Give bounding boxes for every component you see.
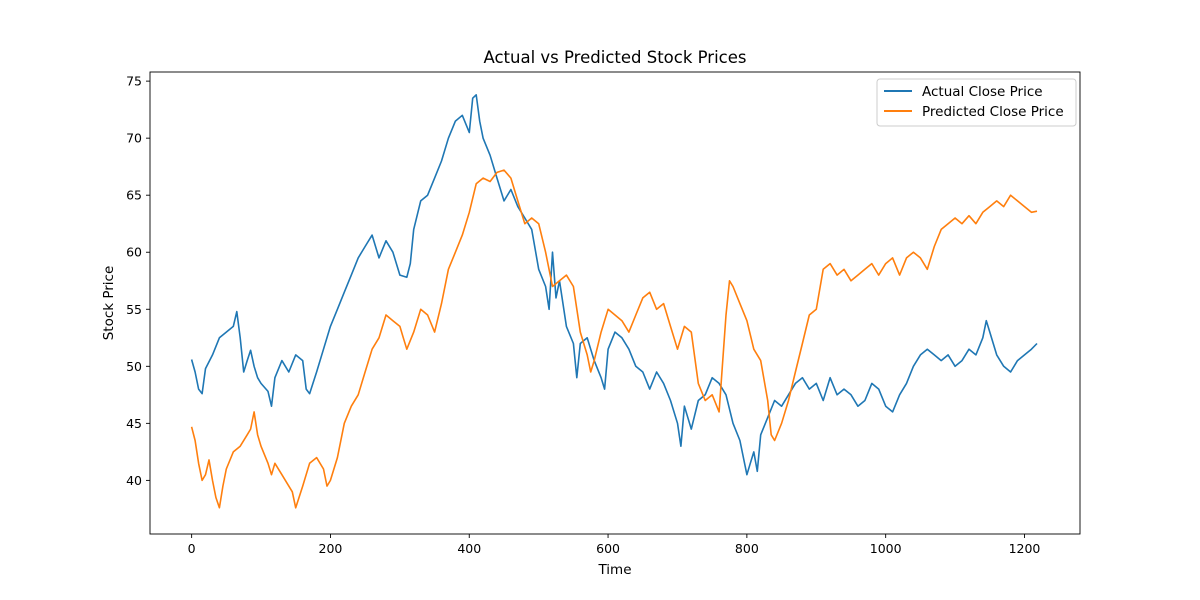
legend-label-actual: Actual Close Price xyxy=(922,84,1043,100)
chart-title: Actual vs Predicted Stock Prices xyxy=(483,48,746,67)
x-tick-label: 1200 xyxy=(1009,541,1041,556)
series-layer xyxy=(190,94,1038,509)
series-line-predicted xyxy=(190,169,1038,509)
x-tick-label: 1000 xyxy=(870,541,902,556)
x-tick-label: 600 xyxy=(596,541,620,556)
y-axis: 40 45 50 55 60 65 70 75 xyxy=(126,74,150,488)
y-tick-label: 70 xyxy=(126,131,142,146)
legend-label-predicted: Predicted Close Price xyxy=(922,104,1064,120)
x-tick-label: 0 xyxy=(188,541,196,556)
plot-area xyxy=(149,71,1081,535)
x-axis: 0 200 400 600 800 1000 1200 xyxy=(188,534,1041,556)
y-tick-label: 40 xyxy=(126,473,142,488)
y-tick-label: 75 xyxy=(126,74,142,89)
y-axis-title: Stock Price xyxy=(101,266,117,341)
x-tick-label: 800 xyxy=(735,541,759,556)
legend-frame xyxy=(876,78,1077,127)
y-tick-label: 55 xyxy=(126,302,142,317)
y-tick-label: 60 xyxy=(126,245,142,260)
x-tick-label: 200 xyxy=(319,541,343,556)
plot-frame xyxy=(149,71,1081,535)
y-tick-label: 50 xyxy=(126,359,142,374)
x-axis-title: Time xyxy=(597,562,631,578)
y-tick-label: 45 xyxy=(126,416,142,431)
series-line-actual xyxy=(190,94,1038,476)
x-tick-label: 400 xyxy=(457,541,481,556)
legend: Actual Close Price Predicted Close Price xyxy=(876,78,1077,127)
y-tick-label: 65 xyxy=(126,188,142,203)
